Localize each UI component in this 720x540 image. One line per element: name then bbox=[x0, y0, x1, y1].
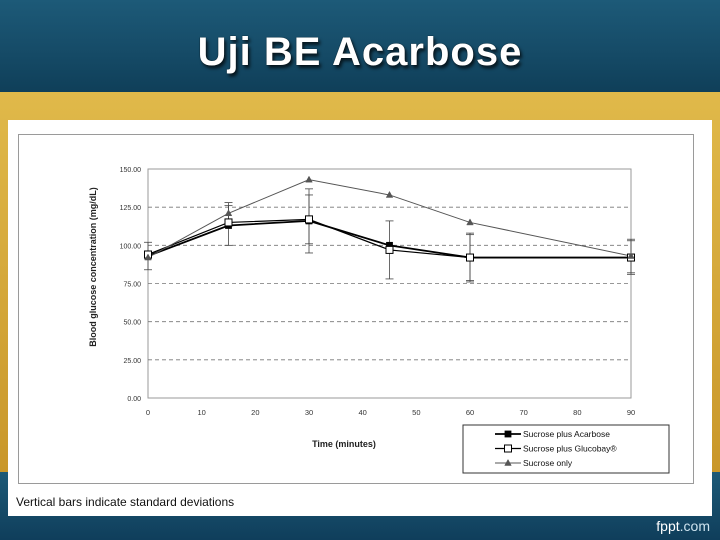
y-tick-label: 100.00 bbox=[120, 243, 142, 250]
brand-suffix: .com bbox=[679, 518, 710, 534]
slide-title: Uji BE Acarbose bbox=[197, 30, 523, 74]
brand-logo: fppt.com bbox=[656, 518, 710, 534]
y-tick-label: 0.00 bbox=[127, 396, 141, 403]
legend-label: Sucrose plus Acarbose bbox=[523, 429, 610, 439]
x-tick-label: 80 bbox=[573, 408, 581, 417]
triangle-marker bbox=[144, 253, 152, 261]
x-tick-label: 70 bbox=[519, 408, 527, 417]
triangle-marker bbox=[504, 458, 512, 466]
legend-label: Sucrose plus Glucobay® bbox=[523, 444, 617, 454]
y-tick-label: 25.00 bbox=[123, 358, 141, 365]
y-tick-label: 150.00 bbox=[120, 167, 142, 174]
y-axis-label: Blood glucose concentration (mg/dL) bbox=[88, 187, 98, 347]
triangle-marker bbox=[385, 190, 394, 198]
open-square-marker bbox=[224, 218, 233, 227]
x-tick-label: 40 bbox=[358, 408, 366, 417]
title-bar: Uji BE Acarbose bbox=[0, 0, 720, 92]
figure-caption: Vertical bars indicate standard deviatio… bbox=[16, 495, 235, 509]
x-axis-label: Time (minutes) bbox=[312, 439, 376, 449]
open-square-marker bbox=[385, 245, 394, 254]
y-tick-label: 50.00 bbox=[123, 320, 141, 327]
open-square-marker bbox=[504, 444, 512, 453]
x-tick-label: 0 bbox=[146, 408, 150, 417]
triangle-marker bbox=[627, 252, 635, 259]
series-line bbox=[147, 179, 632, 258]
x-tick-label: 50 bbox=[412, 408, 420, 417]
brand-name: fppt bbox=[656, 518, 680, 534]
chart-frame bbox=[18, 134, 694, 484]
triangle-marker bbox=[305, 175, 313, 183]
triangle-marker bbox=[224, 209, 233, 217]
legend-label: Sucrose only bbox=[523, 458, 573, 468]
x-tick-label: 60 bbox=[466, 408, 474, 417]
x-tick-label: 10 bbox=[197, 408, 205, 417]
y-tick-label: 75.00 bbox=[123, 282, 141, 289]
x-tick-label: 90 bbox=[627, 408, 635, 417]
x-tick-label: 30 bbox=[305, 408, 313, 417]
open-square-marker bbox=[305, 215, 313, 224]
x-tick-label: 20 bbox=[251, 408, 259, 417]
triangle-marker bbox=[466, 218, 474, 226]
y-tick-label: 125.00 bbox=[120, 205, 142, 212]
series-line bbox=[147, 218, 631, 259]
filled-square-marker bbox=[504, 430, 512, 438]
open-square-marker bbox=[466, 253, 474, 262]
